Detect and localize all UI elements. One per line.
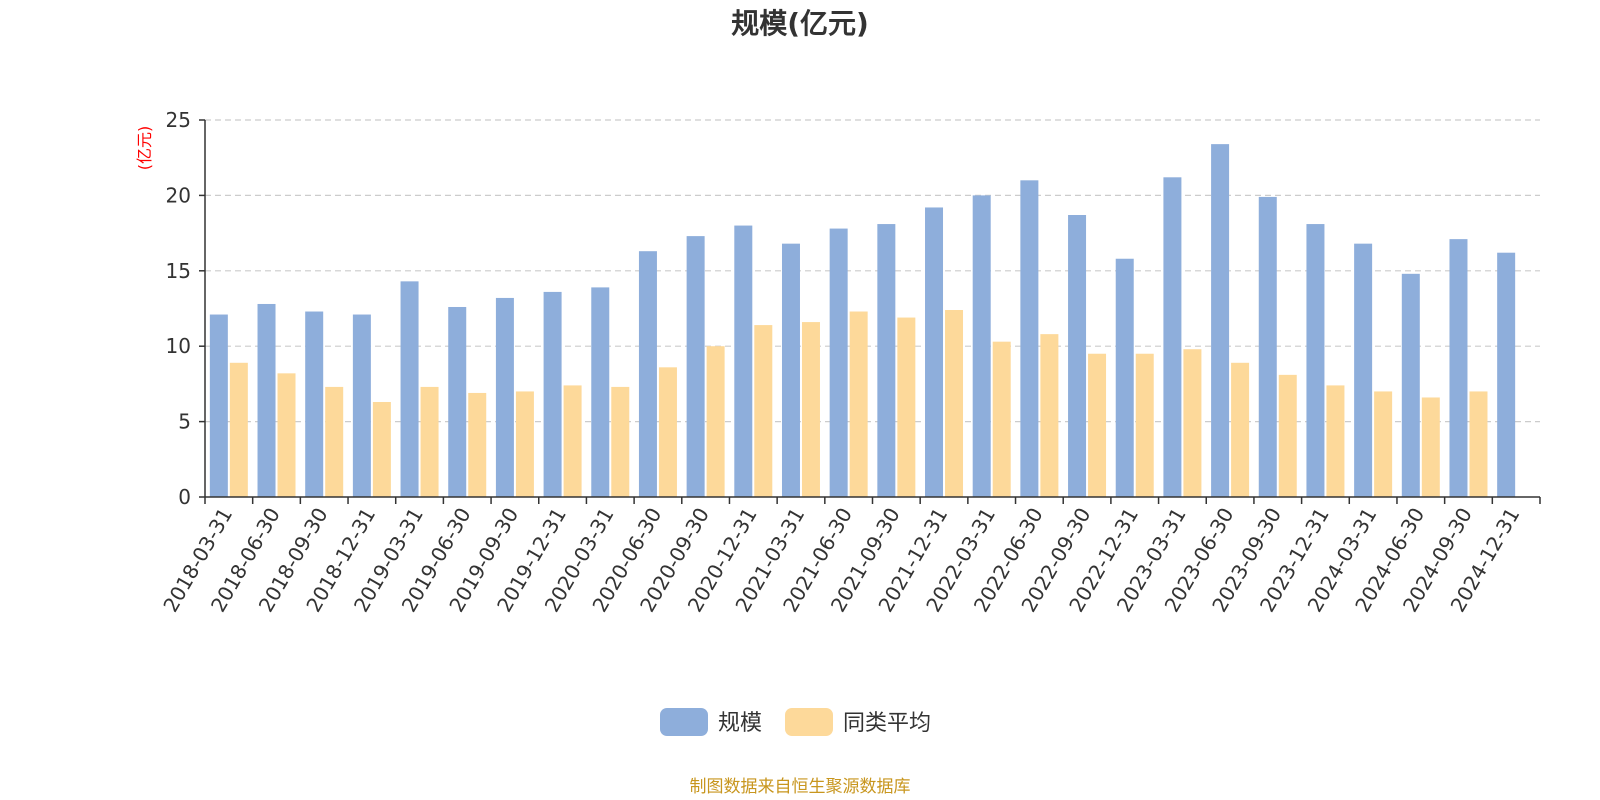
legend-swatch[interactable] [660,708,708,736]
bar-scale-2022-06-30[interactable] [1020,180,1039,497]
bar-scale-2020-03-31[interactable] [591,287,610,497]
bar-peer-average-2018-09-30[interactable] [325,386,344,497]
bar-peer-average-2022-03-31[interactable] [992,341,1011,497]
bar-peer-average-2019-06-30[interactable] [468,392,487,497]
y-axis: 0 5 10 15 20 25 [166,108,206,509]
y-tick-label: 20 [166,183,191,207]
bar-scale-2021-12-31[interactable] [925,207,944,498]
source-note: 制图数据来自恒生聚源数据库 [690,777,911,797]
chart-title: 规模(亿元) [731,7,869,40]
bar-peer-average-2023-03-31[interactable] [1183,349,1202,497]
bar-scale-2024-12-31[interactable] [1497,252,1516,497]
bar-scale-2022-12-31[interactable] [1115,258,1134,497]
bar-peer-average-2024-09-30[interactable] [1469,391,1488,497]
y-tick-label: 15 [166,259,191,283]
bar-scale-2020-09-30[interactable] [686,236,705,497]
bar-peer-average-2020-12-31[interactable] [754,325,773,497]
bar-peer-average-2019-12-31[interactable] [563,385,582,497]
bar-peer-average-2018-06-30[interactable] [277,373,296,497]
bar-peer-average-2018-03-31[interactable] [229,362,248,497]
legend-label[interactable]: 同类平均 [843,711,931,736]
bar-scale-2023-12-31[interactable] [1306,224,1325,497]
bars [209,144,1516,498]
bar-scale-2018-12-31[interactable] [352,314,371,497]
bar-scale-2021-03-31[interactable] [781,243,800,497]
bar-scale-2024-09-30[interactable] [1449,239,1468,497]
legend[interactable]: 规模 同类平均 [660,708,931,736]
legend-item-scale[interactable]: 规模 [660,708,762,736]
y-tick-label: 5 [178,410,191,434]
bar-scale-2020-06-30[interactable] [638,251,657,497]
bar-scale-2019-06-30[interactable] [448,306,467,497]
bar-scale-2024-06-30[interactable] [1401,273,1420,497]
y-tick-label: 0 [178,485,191,509]
y-tick-label: 10 [166,334,191,358]
bar-scale-2024-03-31[interactable] [1354,243,1373,497]
bar-scale-2023-06-30[interactable] [1211,144,1230,498]
bar-scale-2022-03-31[interactable] [972,195,991,497]
bar-scale-2023-03-31[interactable] [1163,177,1182,497]
bar-peer-average-2022-06-30[interactable] [1040,334,1059,497]
bar-scale-2018-03-31[interactable] [209,314,228,497]
bar-scale-2019-03-31[interactable] [400,281,419,497]
bar-scale-2023-09-30[interactable] [1258,196,1277,497]
bar-peer-average-2024-03-31[interactable] [1374,391,1393,497]
bar-peer-average-2021-12-31[interactable] [945,310,964,497]
bar-scale-2019-12-31[interactable] [543,291,562,497]
bar-peer-average-2020-09-30[interactable] [706,346,725,497]
bar-peer-average-2021-03-31[interactable] [801,322,820,497]
bar-scale-2018-09-30[interactable] [305,311,324,497]
y-tick-label: 25 [166,108,191,132]
legend-swatch[interactable] [785,708,833,736]
bar-peer-average-2018-12-31[interactable] [372,401,391,497]
legend-item-peer-average[interactable]: 同类平均 [785,708,931,736]
bar-scale-2018-06-30[interactable] [257,303,276,497]
bar-peer-average-2023-09-30[interactable] [1278,374,1297,497]
bar-scale-2022-09-30[interactable] [1068,215,1087,497]
bar-peer-average-2022-12-31[interactable] [1135,353,1154,497]
x-axis: 2018-03-312018-06-302018-09-302018-12-31… [158,496,1541,616]
bar-scale-2021-06-30[interactable] [829,228,848,498]
bar-peer-average-2023-12-31[interactable] [1326,385,1345,497]
bar-peer-average-2020-03-31[interactable] [611,386,630,497]
bar-peer-average-2023-06-30[interactable] [1231,362,1250,497]
bar-scale-2019-09-30[interactable] [495,297,514,497]
bar-peer-average-2020-06-30[interactable] [658,367,677,497]
bar-peer-average-2019-03-31[interactable] [420,386,439,497]
bar-scale-2020-12-31[interactable] [734,225,753,497]
bar-peer-average-2019-09-30[interactable] [515,391,534,497]
bar-peer-average-2022-09-30[interactable] [1088,353,1107,497]
bar-peer-average-2021-09-30[interactable] [897,317,916,497]
legend-label[interactable]: 规模 [718,711,762,736]
bar-scale-2021-09-30[interactable] [877,224,896,497]
bar-peer-average-2021-06-30[interactable] [849,311,868,497]
y-axis-unit-label: (亿元) [135,126,154,171]
bar-peer-average-2024-06-30[interactable] [1421,397,1440,497]
